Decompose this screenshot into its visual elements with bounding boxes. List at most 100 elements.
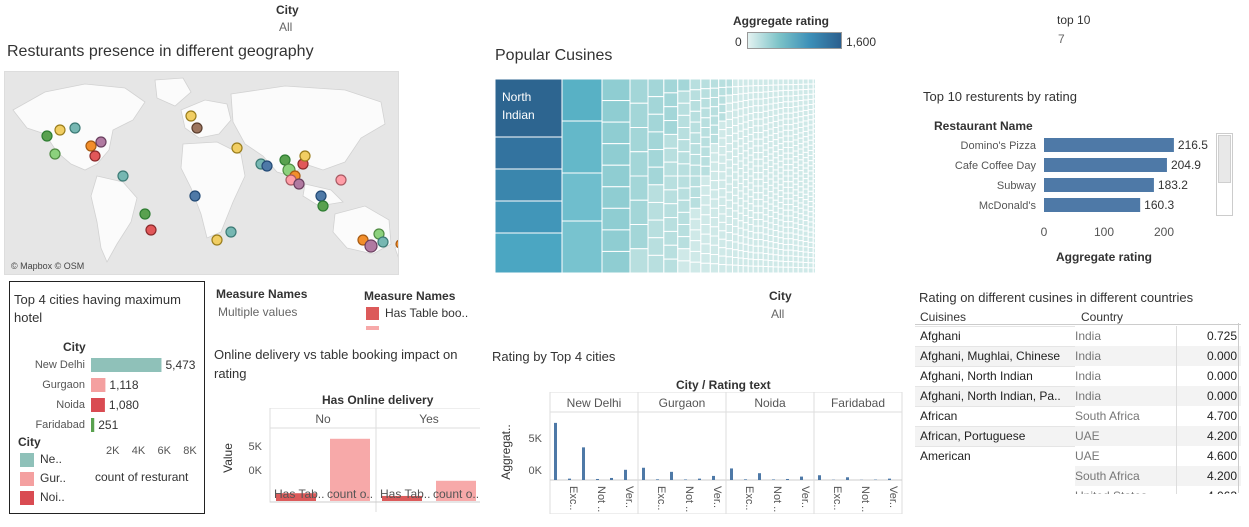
treemap-tile[interactable] <box>812 118 815 125</box>
treemap-tile[interactable] <box>709 263 720 273</box>
treemap-tile[interactable] <box>689 186 702 199</box>
treemap-tile[interactable] <box>718 255 727 266</box>
treemap-tile[interactable] <box>757 105 764 113</box>
treemap-tile[interactable] <box>762 188 769 196</box>
treemap-tile[interactable] <box>792 150 799 158</box>
treemap-tile[interactable] <box>747 203 754 212</box>
treemap-tile[interactable] <box>797 143 804 150</box>
treemap-tile[interactable] <box>782 135 789 143</box>
treemap-tile[interactable] <box>812 98 815 105</box>
treemap-tile[interactable] <box>802 115 809 122</box>
treemap-tile[interactable] <box>777 237 784 245</box>
treemap-tile[interactable] <box>782 238 789 245</box>
treemap-tile[interactable] <box>787 164 794 171</box>
treemap-tile[interactable] <box>782 181 789 188</box>
treemap-tile[interactable] <box>757 125 764 134</box>
treemap-tile[interactable] <box>752 165 759 174</box>
treemap-tile[interactable] <box>747 92 754 101</box>
treemap-tile[interactable] <box>663 106 679 122</box>
treemap-tile[interactable] <box>752 205 759 214</box>
treemap-tile[interactable] <box>782 118 789 126</box>
treemap-tile[interactable] <box>777 125 784 133</box>
treemap-tile[interactable] <box>782 107 789 114</box>
rating-bar[interactable] <box>888 478 891 480</box>
treemap-tile[interactable] <box>689 229 702 242</box>
treemap-tile[interactable] <box>677 236 691 250</box>
table-row[interactable]: United States4.063 <box>915 486 1241 494</box>
treemap-tile[interactable] <box>709 124 720 135</box>
treemap-tile[interactable] <box>725 102 734 112</box>
treemap-tile[interactable] <box>718 230 727 240</box>
treemap-tile[interactable] <box>709 254 720 265</box>
treemap-tile[interactable] <box>807 252 814 259</box>
table-row[interactable]: Afghani, Mughlai, Chinese India 0.000 <box>915 346 1241 366</box>
treemap-tile[interactable] <box>807 262 814 269</box>
treemap-tile[interactable] <box>747 258 754 267</box>
treemap-tile[interactable] <box>601 164 631 188</box>
treemap-tile[interactable] <box>777 143 784 151</box>
treemap-tile[interactable] <box>797 175 804 182</box>
treemap-tile[interactable] <box>792 266 799 273</box>
treemap-tile[interactable] <box>787 175 794 183</box>
treemap-tile[interactable] <box>700 214 711 226</box>
cities-legend-item[interactable]: Gur.. <box>20 471 66 490</box>
treemap-tile[interactable] <box>802 199 809 206</box>
treemap-tile[interactable] <box>777 166 784 174</box>
top10-filter-value[interactable]: 7 <box>1058 32 1065 46</box>
treemap-tile[interactable] <box>752 132 759 140</box>
rating-bar[interactable] <box>786 478 789 480</box>
treemap-tile[interactable] <box>747 182 754 191</box>
treemap-tile[interactable] <box>797 116 804 123</box>
treemap-tile[interactable] <box>737 115 744 125</box>
treemap-tile[interactable] <box>807 231 814 238</box>
treemap-tile[interactable] <box>495 168 563 202</box>
treemap-tile[interactable] <box>777 254 784 262</box>
treemap-tile[interactable] <box>812 242 815 249</box>
treemap-tile[interactable] <box>787 266 794 273</box>
treemap-tile[interactable] <box>792 84 799 91</box>
treemap-tile[interactable] <box>792 133 799 141</box>
treemap-tile[interactable] <box>725 151 734 161</box>
treemap-tile[interactable] <box>677 211 691 225</box>
treemap-tile[interactable] <box>742 121 749 130</box>
treemap-tile[interactable] <box>737 235 744 244</box>
treemap-tile[interactable] <box>797 170 804 177</box>
treemap-tile[interactable] <box>782 255 789 263</box>
treemap-tile[interactable] <box>732 225 739 235</box>
treemap-tile[interactable] <box>807 134 814 141</box>
treemap-tile[interactable] <box>802 251 809 258</box>
treemap-tile[interactable] <box>797 261 804 269</box>
treemap-tile[interactable] <box>742 128 749 137</box>
treemap-tile[interactable] <box>772 254 779 262</box>
treemap-tile[interactable] <box>777 178 784 186</box>
treemap-tile[interactable] <box>737 205 744 214</box>
treemap-tile[interactable] <box>747 196 754 205</box>
treemap-tile[interactable] <box>742 186 749 195</box>
treemap-tile[interactable] <box>777 96 784 104</box>
treemap-tile[interactable] <box>737 190 744 199</box>
treemap-tile[interactable] <box>677 260 691 273</box>
treemap-tile[interactable] <box>677 127 691 141</box>
treemap-tile[interactable] <box>802 130 809 138</box>
treemap-tile[interactable] <box>767 241 774 249</box>
treemap-tile[interactable] <box>732 101 739 111</box>
treemap-tile[interactable] <box>747 140 754 149</box>
treemap-tile[interactable] <box>629 102 649 128</box>
treemap-tile[interactable] <box>663 203 679 219</box>
treemap-tile[interactable] <box>797 94 804 102</box>
treemap-tile[interactable] <box>787 226 794 234</box>
measure-legend-item[interactable]: Has Table boo.. <box>366 306 486 325</box>
treemap-tile[interactable] <box>802 94 809 101</box>
rating-bar[interactable] <box>758 473 761 480</box>
treemap-tile[interactable] <box>772 230 779 238</box>
treemap-tile[interactable] <box>742 258 749 267</box>
treemap-tile[interactable] <box>777 196 784 203</box>
treemap-tile[interactable] <box>601 229 631 252</box>
treemap-tile[interactable] <box>757 245 764 254</box>
treemap-tile[interactable] <box>812 113 815 120</box>
treemap-tile[interactable] <box>700 243 711 255</box>
rating-bar[interactable] <box>712 475 715 480</box>
treemap-tile[interactable] <box>689 89 702 102</box>
treemap-tile[interactable] <box>732 79 739 88</box>
treemap-tile[interactable] <box>782 221 789 228</box>
